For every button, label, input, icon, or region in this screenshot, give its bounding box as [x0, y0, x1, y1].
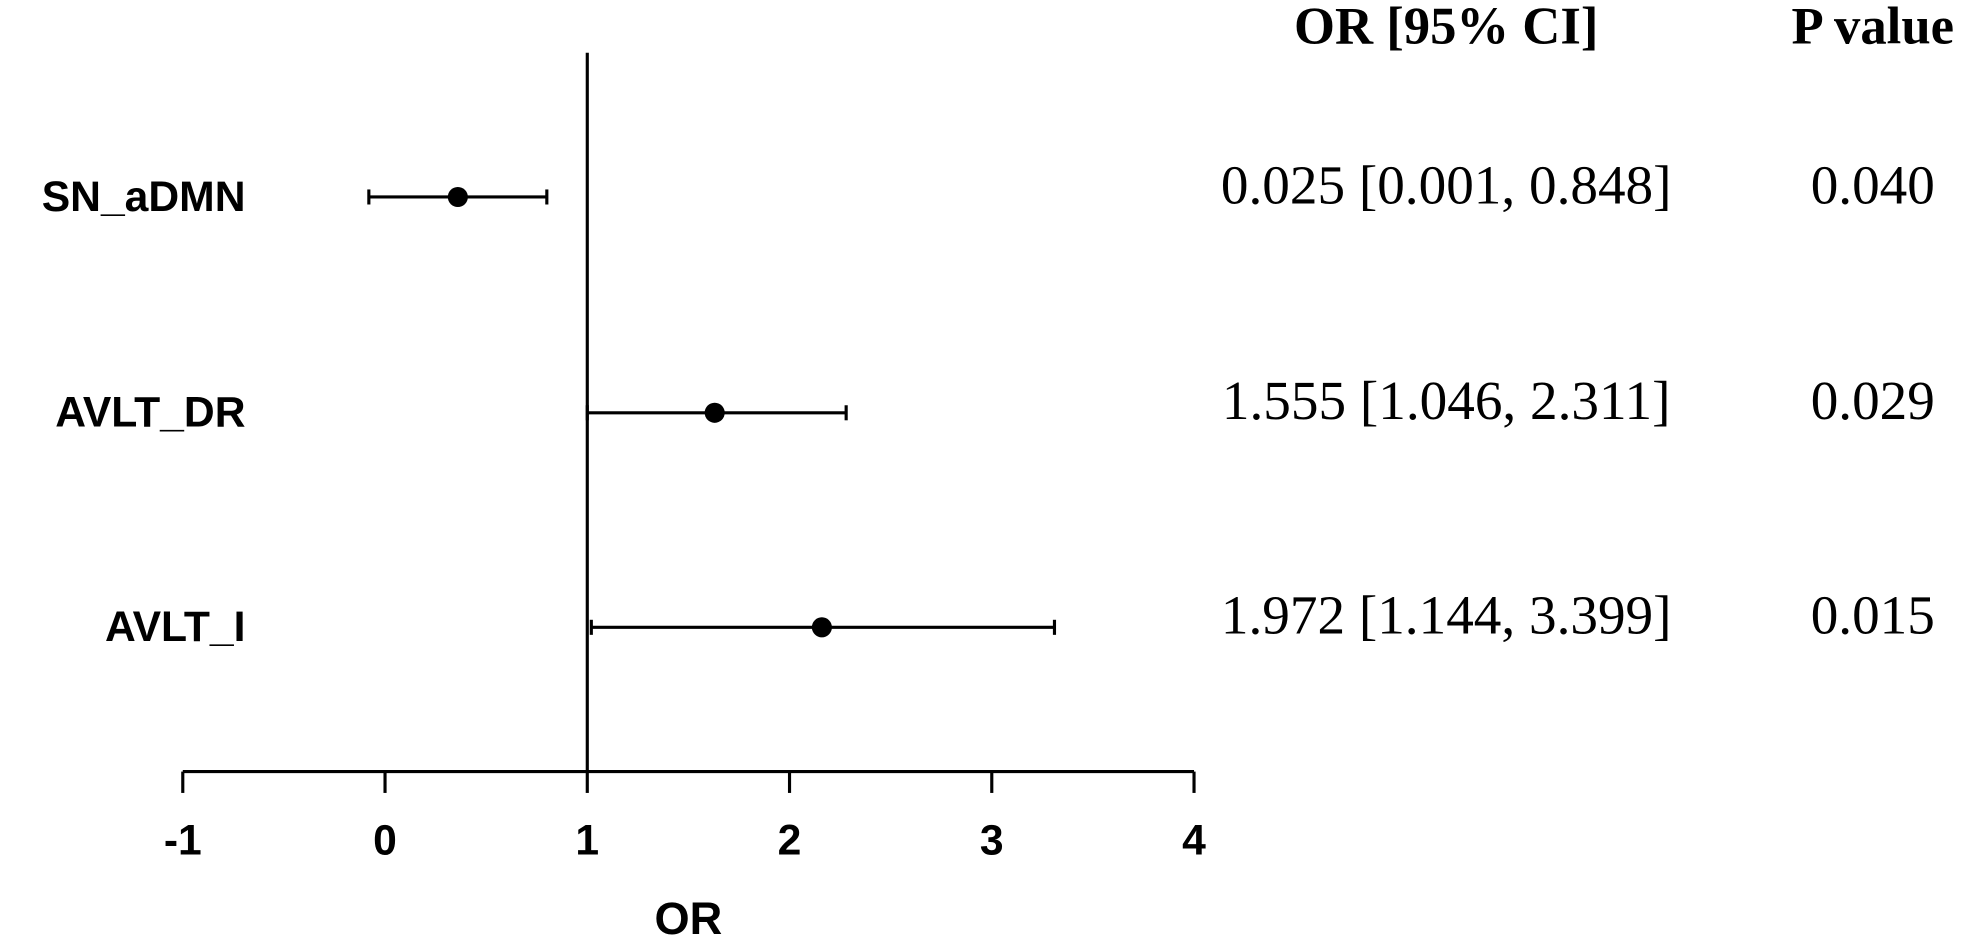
table-header: P value — [1792, 0, 1954, 55]
x-tick-label: 4 — [1182, 816, 1206, 864]
point-estimate — [447, 186, 468, 208]
point-estimate — [811, 617, 832, 638]
category-label: AVLT_DR — [55, 389, 245, 437]
x-tick-label: 2 — [778, 816, 802, 864]
table-cell: 1.972 [1.144, 3.399] — [1221, 585, 1672, 646]
x-tick-label: 0 — [373, 816, 397, 864]
table-cell: 0.040 — [1811, 154, 1935, 215]
table-cell: 0.029 — [1811, 370, 1935, 431]
x-tick-label: -1 — [164, 816, 202, 864]
table-cell: 1.555 [1.046, 2.311] — [1222, 370, 1671, 431]
x-tick-label: 1 — [575, 816, 599, 864]
table-cell: 0.025 [0.001, 0.848] — [1221, 154, 1672, 215]
x-axis-label: OR — [655, 893, 723, 944]
table-cell: 0.015 — [1811, 585, 1935, 646]
table-header: OR [95% CI] — [1294, 0, 1598, 55]
category-label: AVLT_I — [105, 603, 246, 651]
category-label: SN_aDMN — [42, 173, 246, 221]
point-estimate — [704, 402, 725, 423]
x-tick-label: 3 — [980, 816, 1004, 864]
